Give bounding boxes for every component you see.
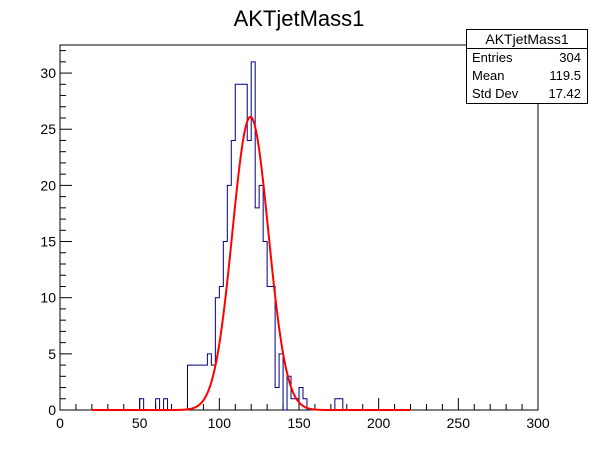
x-tick-label: 50 [132,415,148,431]
stats-row-mean: Mean 119.5 [467,67,587,85]
y-axis-ticks: 0 5 10 15 20 25 30 [40,50,72,418]
y-tick-label: 25 [40,121,56,137]
y-tick-label: 5 [48,346,56,362]
stats-label: Entries [472,50,513,65]
y-tick-label: 30 [40,65,56,81]
stats-box: AKTjetMass1 Entries 304 Mean 119.5 Std D… [466,29,588,104]
y-tick-label: 20 [40,177,56,193]
y-tick-label: 15 [40,234,56,250]
x-tick-label: 300 [526,415,550,431]
y-tick-label: 0 [48,402,56,418]
stats-row-stddev: Std Dev 17.42 [467,85,587,103]
x-tick-label: 200 [367,415,391,431]
stats-label: Mean [472,68,505,83]
x-tick-label: 0 [56,415,64,431]
gaussian-fit-curve [91,115,411,411]
x-tick-label: 100 [208,415,232,431]
stats-value: 119.5 [549,68,581,83]
x-tick-label: 150 [287,415,311,431]
stats-box-title: AKTjetMass1 [467,30,587,49]
histogram-line [139,61,344,411]
stats-value: 17.42 [548,86,581,101]
x-tick-label: 250 [447,415,471,431]
stats-label: Std Dev [472,86,519,101]
y-tick-label: 10 [40,290,56,306]
chart-title: AKTjetMass1 [233,6,365,31]
stats-value: 304 [559,50,581,65]
x-axis-ticks: 0 50 100 150 200 250 300 [56,398,550,431]
stats-row-entries: Entries 304 [467,49,587,67]
